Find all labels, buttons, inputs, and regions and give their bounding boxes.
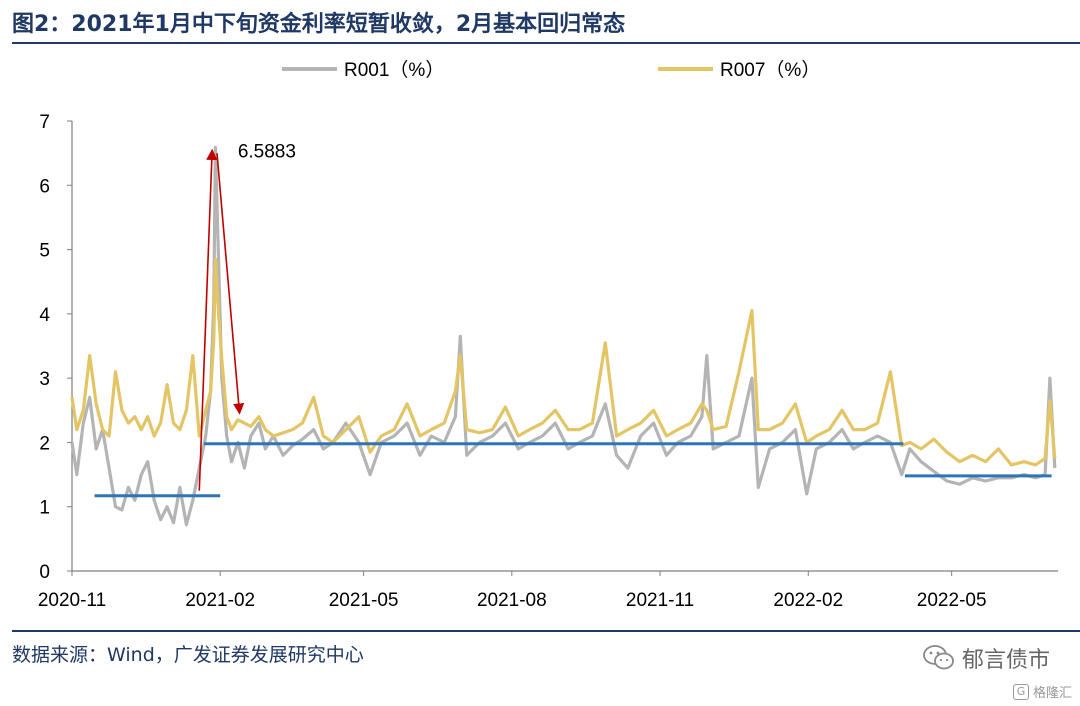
wechat-icon: [923, 645, 954, 670]
x-tick-label: 2021-08: [477, 590, 547, 611]
brand-name: 格隆汇: [1032, 686, 1072, 701]
y-tick-label: 3: [39, 369, 50, 390]
title-divider: [12, 42, 1080, 44]
brand-badge: G: [1012, 683, 1029, 700]
y-tick-label: 5: [39, 241, 50, 262]
legend-label-r007: R007（%）: [720, 59, 820, 81]
y-tick-label: 6: [39, 176, 50, 197]
annotation-arrow: [198, 148, 218, 491]
line-chart: 0 1 2 3 4 5 6 7 2020-11 2021-02 2021-05 2021-08 2021…: [38, 59, 1058, 611]
data-source-note: 数据来源：Wind，广发证券发展研究中心: [12, 644, 364, 666]
y-tick-label: 2: [39, 433, 50, 454]
x-tick-label: 2020-11: [38, 590, 106, 611]
y-tick-label: 0: [39, 562, 50, 583]
brand-mark: G 格隆汇: [1012, 682, 1072, 701]
y-tick-label: 7: [39, 112, 50, 133]
y-tick-label: 1: [39, 498, 50, 519]
legend-label-r001: R001（%）: [344, 59, 444, 81]
x-tick-label: 2021-11: [626, 590, 694, 611]
y-tick-label: 4: [39, 305, 50, 326]
x-tick-label: 2021-02: [185, 590, 255, 611]
x-tick-label: 2022-05: [917, 590, 987, 611]
x-tick-label: 2022-02: [773, 590, 843, 611]
watermark-account-name: 郁言债市: [961, 648, 1050, 673]
peak-value-label: 6.5883: [238, 141, 296, 162]
footer-divider: [12, 630, 1080, 632]
watermark: 郁言债市: [922, 642, 1050, 674]
series-line-r007: [70, 257, 1057, 467]
x-tick-label: 2021-05: [329, 590, 399, 611]
annotation-arrow: [216, 153, 245, 415]
title-bar: 图2：2021年1月中下旬资金利率短暂收敛，2月基本回归常态: [12, 4, 625, 40]
figure-title: 图2：2021年1月中下旬资金利率短暂收敛，2月基本回归常态: [12, 12, 626, 37]
